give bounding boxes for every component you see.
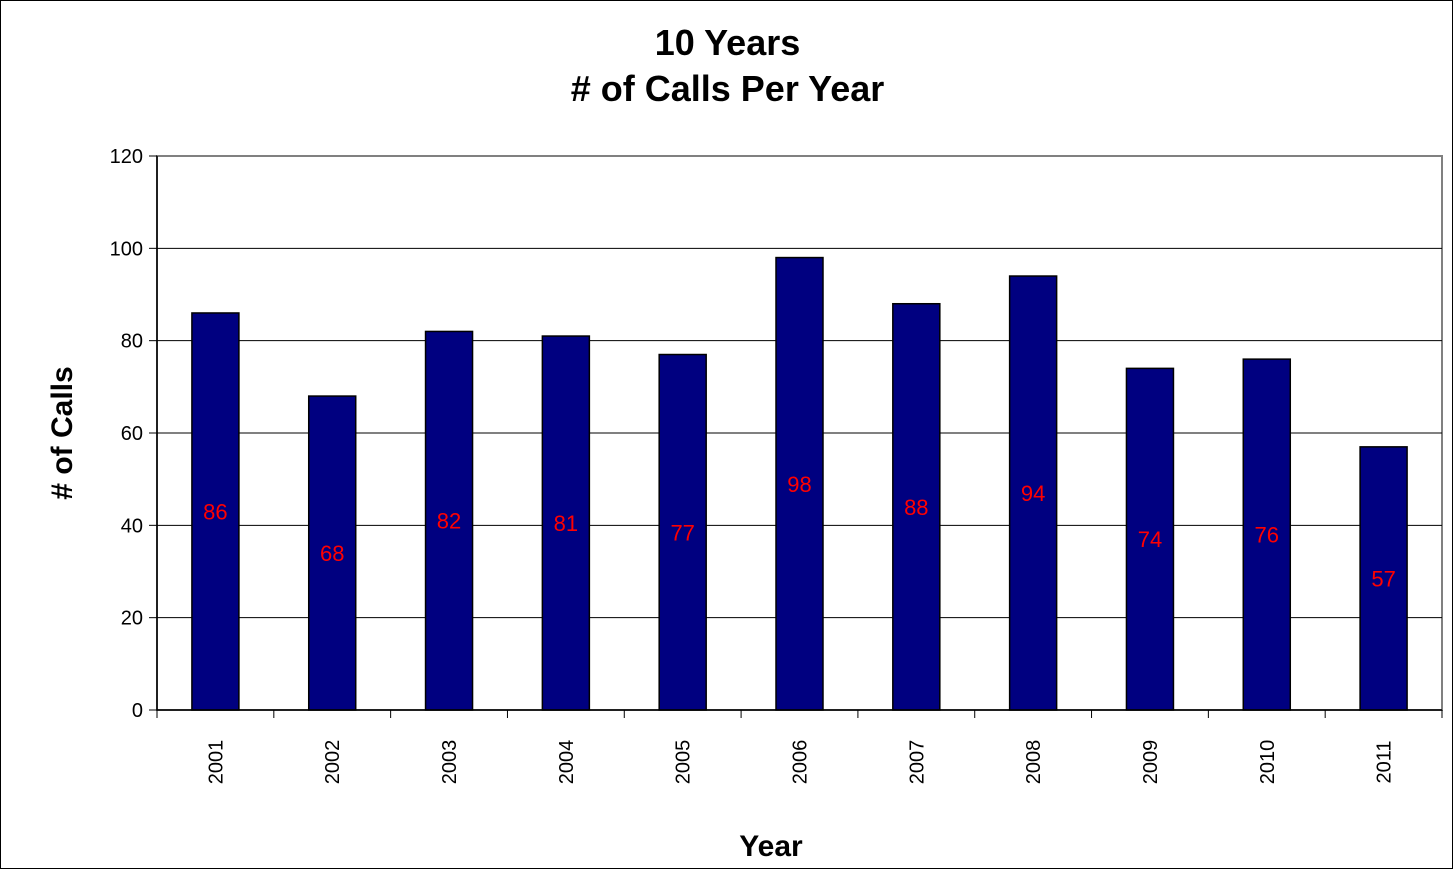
bar-value-label: 77 bbox=[670, 520, 694, 545]
y-tick-label: 120 bbox=[110, 146, 143, 168]
bar-value-label: 76 bbox=[1255, 523, 1279, 548]
x-tick-label: 2006 bbox=[790, 740, 812, 785]
bar-2009 bbox=[1125, 367, 1175, 711]
axes: 0 20 40 60 80 100 120 2001 2002 2003 2004 2005 2006 2… bbox=[110, 146, 1443, 785]
bar-2010 bbox=[1242, 358, 1292, 711]
x-tick-label: 2003 bbox=[439, 740, 461, 785]
bar-value-label: 94 bbox=[1021, 481, 1045, 506]
y-axis-title: # of Calls bbox=[46, 366, 79, 499]
bars bbox=[191, 256, 1408, 711]
chart-title-line-1: 10 Years bbox=[654, 22, 801, 63]
x-tick-label: 2005 bbox=[673, 740, 695, 785]
y-tick-label: 0 bbox=[132, 700, 143, 722]
x-tick-label: 2010 bbox=[1257, 740, 1279, 785]
y-tick-label: 20 bbox=[121, 608, 143, 630]
bar-2002 bbox=[307, 395, 357, 711]
bar-2003 bbox=[424, 330, 474, 711]
x-tick-label: 2011 bbox=[1374, 740, 1396, 783]
y-tick-label: 40 bbox=[121, 515, 143, 537]
bar-value-label: 81 bbox=[554, 511, 578, 536]
bar-2006 bbox=[775, 256, 824, 711]
x-tick-label: 2008 bbox=[1023, 740, 1045, 785]
x-tick-label: 2009 bbox=[1140, 740, 1162, 785]
y-tick-label: 60 bbox=[121, 423, 143, 445]
x-tick-label: 2004 bbox=[556, 740, 578, 785]
x-tick-label: 2002 bbox=[322, 740, 344, 785]
bar-value-label: 82 bbox=[437, 509, 461, 534]
y-tick-label: 80 bbox=[121, 331, 143, 353]
chart-title-line-2: # of Calls Per Year bbox=[570, 68, 885, 109]
bar-2001 bbox=[191, 312, 240, 711]
bar-2008 bbox=[1008, 275, 1058, 711]
bar-value-label: 88 bbox=[904, 495, 928, 520]
bar-value-label: 68 bbox=[320, 541, 344, 566]
bar-value-labels: 86 68 82 81 77 98 88 94 74 76 57 bbox=[203, 472, 1396, 592]
y-tick-label: 100 bbox=[110, 238, 143, 260]
x-axis-title: Year bbox=[739, 830, 803, 863]
bar-value-label: 98 bbox=[787, 472, 811, 497]
x-tick-label: 2007 bbox=[906, 740, 928, 785]
bar-2004 bbox=[541, 335, 591, 711]
bar-value-label: 86 bbox=[203, 499, 227, 524]
x-tick-label: 2001 bbox=[205, 740, 227, 785]
bar-2005 bbox=[658, 353, 707, 711]
bar-value-label: 57 bbox=[1371, 566, 1395, 591]
bar-value-label: 74 bbox=[1138, 527, 1162, 552]
